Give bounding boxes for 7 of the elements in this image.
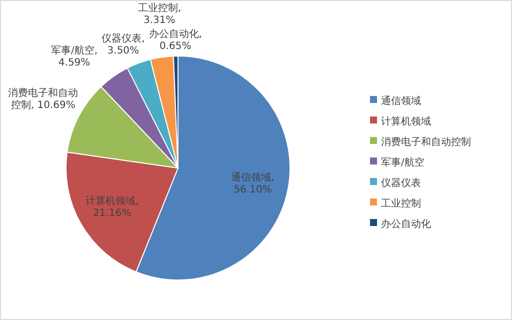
legend-label: 办公自动化 xyxy=(381,218,431,230)
legend-label: 军事/航空 xyxy=(381,156,424,168)
legend-label: 通信领域 xyxy=(381,95,421,107)
legend-label: 仪器仪表 xyxy=(381,177,421,189)
legend-label: 计算机领域 xyxy=(381,116,431,128)
legend-label: 工业控制 xyxy=(381,198,421,210)
legend-label: 消费电子和自动控制 xyxy=(381,136,471,148)
